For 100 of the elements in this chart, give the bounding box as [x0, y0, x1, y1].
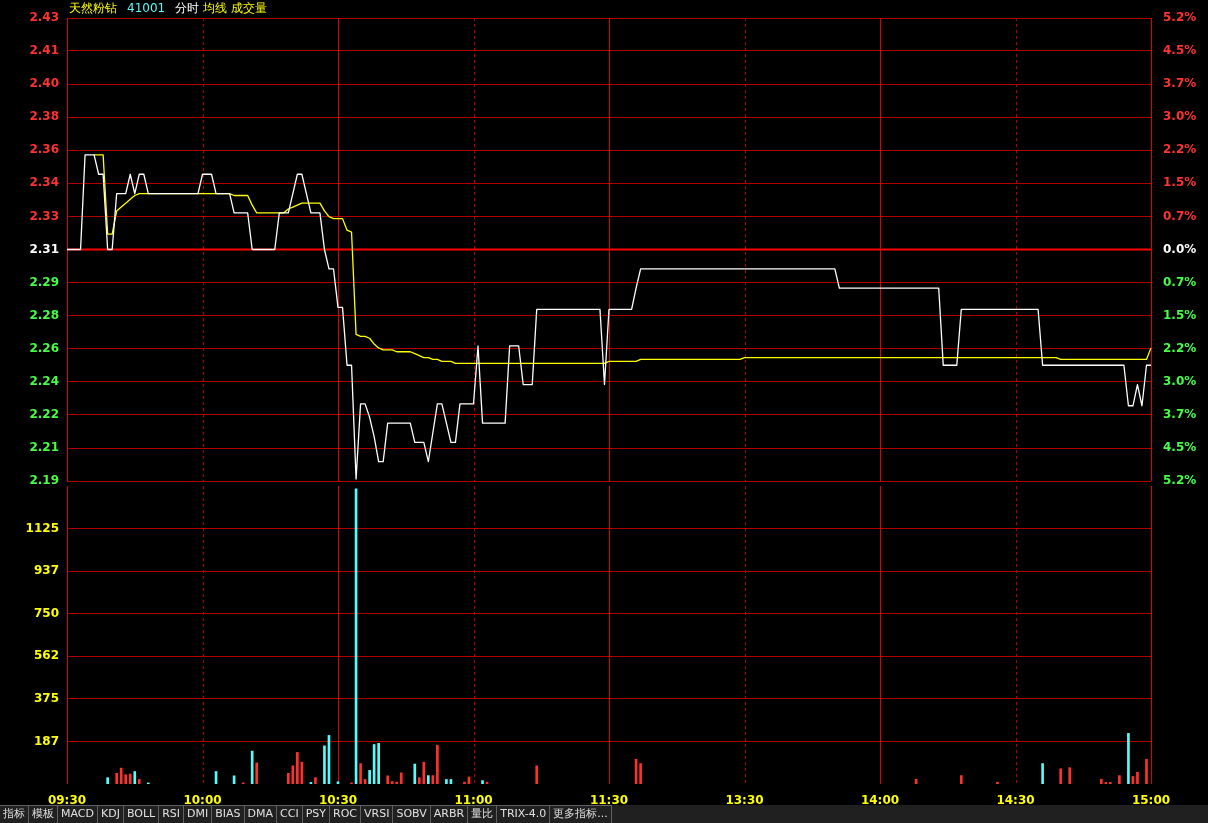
- y-tick-label: 2.38: [29, 109, 59, 124]
- bar: [463, 781, 466, 784]
- text: 更多指标...: [550, 805, 612, 823]
- text: TRIX-4.0: [497, 805, 551, 823]
- bar: [314, 777, 317, 784]
- y-tick-label: 2.19: [29, 473, 59, 488]
- bar: [106, 777, 109, 784]
- y2-tick-label: 1.5%: [1163, 175, 1197, 190]
- bar: [1118, 775, 1121, 784]
- y-tick-label: 2.34: [29, 175, 59, 190]
- y2-tick-label: 3.0%: [1163, 109, 1197, 124]
- y2-tick-label: 0.7%: [1163, 274, 1197, 289]
- text: 分时: [175, 1, 200, 16]
- bar: [959, 775, 963, 784]
- text: MACD: [58, 805, 98, 823]
- bar: [128, 773, 132, 784]
- bar: [323, 745, 326, 784]
- y2-tick-label: 2.2%: [1163, 340, 1197, 355]
- text: CCI: [277, 805, 303, 823]
- bar: [535, 765, 539, 784]
- x-tick-label: 10:30: [318, 793, 358, 808]
- y2-tick-label: 5.2%: [1163, 10, 1197, 25]
- y2-tick-label: 2.2%: [1163, 142, 1197, 157]
- bar: [133, 771, 137, 784]
- text: 均线: [203, 1, 228, 16]
- bar: [296, 752, 299, 784]
- y-tick-label: 1125: [25, 520, 59, 535]
- bar: [115, 773, 119, 784]
- bar: [427, 775, 430, 784]
- y-tick-label: 375: [33, 690, 59, 705]
- bar: [413, 763, 417, 784]
- x-tick-label: 14:00: [860, 793, 900, 808]
- y2-tick-label: 3.7%: [1163, 76, 1197, 91]
- y-tick-label: 187: [33, 733, 59, 748]
- text: BIAS: [212, 805, 245, 823]
- text: PSY: [302, 805, 331, 823]
- text: BOLL: [123, 805, 160, 823]
- legend-title: 成交量: [231, 1, 268, 16]
- text: DMA: [244, 805, 278, 823]
- text: 量比: [468, 805, 498, 823]
- bar: [1068, 767, 1072, 784]
- y-tick-label: 562: [33, 648, 59, 663]
- x-tick-label: 14:30: [996, 793, 1035, 808]
- bar: [255, 762, 259, 784]
- y-tick-label: 2.21: [29, 440, 59, 455]
- x-tick-label: 10:00: [183, 793, 222, 808]
- bar: [1099, 778, 1103, 784]
- bar: [422, 761, 426, 784]
- y2-tick-label: 4.5%: [1163, 43, 1197, 58]
- bar: [445, 779, 448, 784]
- y-tick-label: 2.31: [29, 241, 59, 256]
- text: RSI: [159, 805, 185, 823]
- y2-tick-label: 0.7%: [1163, 208, 1197, 223]
- bar: [250, 750, 254, 784]
- bar: [368, 770, 371, 784]
- text: ROC: [330, 805, 362, 823]
- y-tick-label: 2.26: [29, 340, 59, 355]
- y2-tick-label: 1.5%: [1163, 307, 1197, 322]
- bar: [1041, 763, 1044, 784]
- text: VRSI: [361, 805, 394, 823]
- y-tick-label: 2.29: [29, 274, 59, 289]
- y-tick-label: 2.36: [29, 142, 59, 157]
- y-tick-label: 2.43: [29, 10, 59, 25]
- bar: [996, 781, 999, 784]
- bar: [377, 743, 380, 784]
- bar: [359, 763, 362, 784]
- bar: [481, 780, 484, 784]
- x-tick-label: 13:30: [725, 793, 764, 808]
- bar: [1136, 771, 1139, 784]
- bar: [395, 781, 399, 784]
- x-tick-label: 15:00: [1131, 793, 1171, 808]
- y-tick-label: 2.28: [29, 307, 59, 322]
- x-tick-label: 11:30: [589, 793, 629, 808]
- y2-tick-label: 5.2%: [1163, 473, 1197, 488]
- y-tick-label: 2.33: [29, 208, 59, 223]
- bar: [1059, 768, 1062, 784]
- y-tick-label: 2.22: [29, 406, 59, 421]
- bar: [436, 744, 439, 784]
- bar: [1145, 758, 1148, 784]
- y2-tick-label: 4.5%: [1163, 440, 1197, 455]
- y-tick-label: 2.40: [29, 76, 59, 91]
- bar: [386, 775, 390, 784]
- chart-subtitle: 41001: [127, 1, 166, 16]
- y2-tick-label: 3.0%: [1163, 373, 1197, 388]
- y-tick-label: 2.24: [29, 373, 59, 388]
- chart-title: 天然粉钻: [69, 1, 117, 16]
- x-tick-label: 11:00: [454, 793, 493, 808]
- bar: [137, 779, 141, 784]
- x-tick-label: 09:30: [47, 793, 87, 808]
- text: DMI: [184, 805, 213, 823]
- y-tick-label: 937: [33, 563, 59, 578]
- bar: [286, 773, 290, 784]
- bar: [1127, 733, 1130, 784]
- y-tick-label: 750: [33, 605, 59, 620]
- bar: [399, 772, 403, 784]
- bar: [639, 763, 642, 784]
- text: 指标: [0, 805, 29, 823]
- text: KDJ: [97, 805, 124, 823]
- y2-tick-label: 3.7%: [1163, 406, 1197, 421]
- y-tick-label: 2.41: [29, 43, 59, 58]
